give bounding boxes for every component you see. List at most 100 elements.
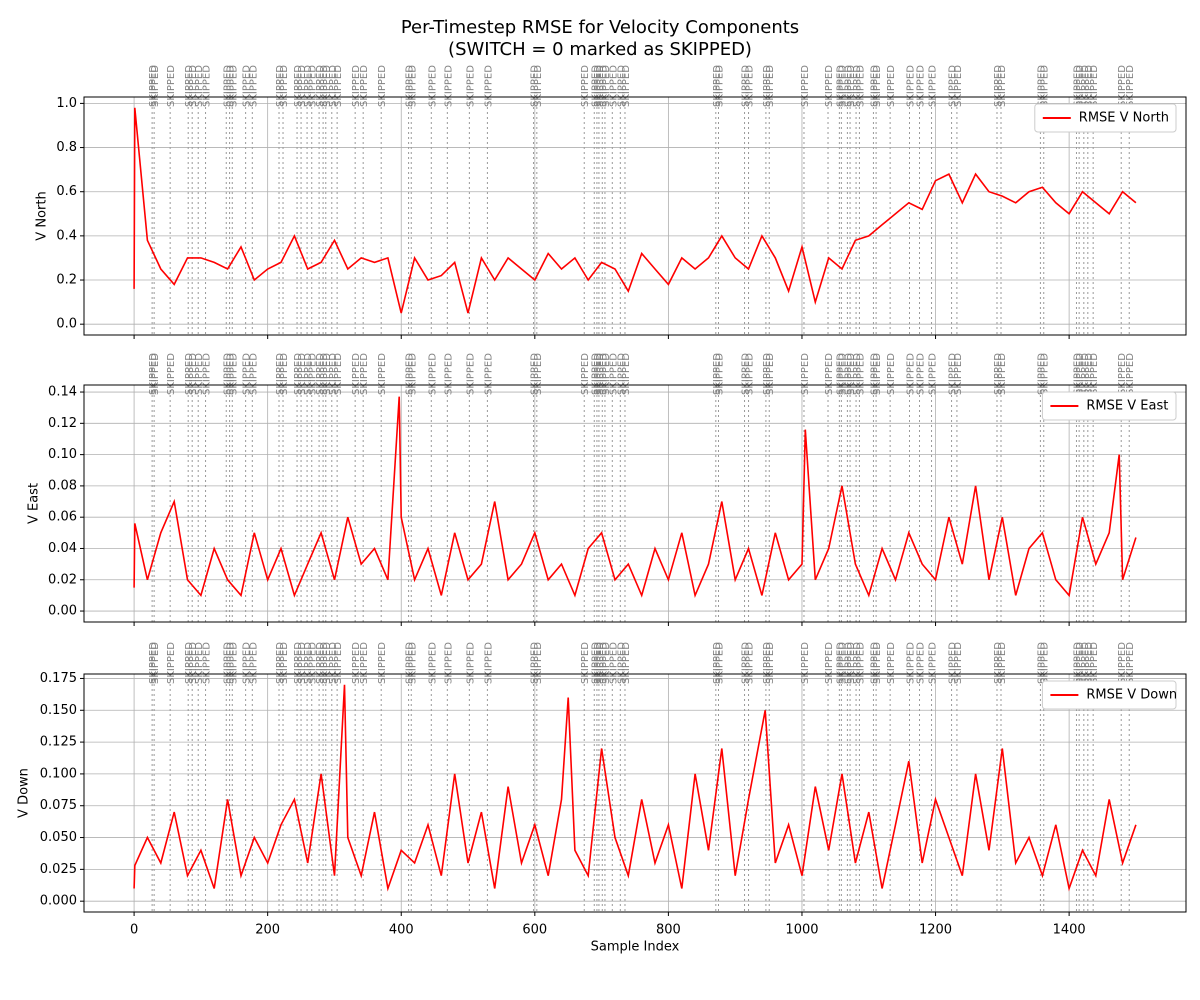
skipped-label: SKIPPED [872,642,883,684]
skipped-label: SKIPPED [608,642,619,684]
skipped-label: SKIPPED [322,353,333,395]
skipped-label: SKIPPED [1089,353,1100,395]
skipped-label: SKIPPED [407,353,418,395]
skipped-label: SKIPPED [303,642,314,684]
skipped-label: SKIPPED [1036,642,1047,684]
skipped-label: SKIPPED [1075,642,1086,684]
figure-title: Per-Timestep RMSE for Velocity Component… [400,17,800,60]
skipped-label: SKIPPED [443,353,454,395]
skipped-label: SKIPPED [166,642,177,684]
y-tick-label: 1.0 [56,96,77,111]
skipped-label: SKIPPED [333,642,344,684]
skipped-label: SKIPPED [248,65,259,107]
skipped-label: SKIPPED [1040,642,1051,684]
skipped-label: SKIPPED [407,642,418,684]
skipped-label: SKIPPED [837,65,848,107]
skipped-label: SKIPPED [843,353,854,395]
skipped-label: SKIPPED [1080,353,1091,395]
skipped-label: SKIPPED [953,65,964,107]
axes-frame [83,96,1187,336]
skipped-label: SKIPPED [835,642,846,684]
skipped-label: SKIPPED [275,642,286,684]
skipped-label: SKIPPED [714,642,725,684]
skipped-label: SKIPPED [1089,65,1100,107]
skipped-label: SKIPPED [765,353,776,395]
y-tick-label: 0.175 [40,671,77,686]
skipped-label: SKIPPED [322,65,333,107]
skipped-label: SKIPPED [762,65,773,107]
skipped-label: SKIPPED [328,65,339,107]
y-tick-label: 0.2 [56,273,77,288]
skipped-label: SKIPPED [150,353,161,395]
skipped-label: SKIPPED [443,65,454,107]
skipped-label: SKIPPED [997,65,1008,107]
x-tick-label: 0 [130,923,138,938]
skipped-label: SKIPPED [359,353,370,395]
skipped-label: SKIPPED [905,65,916,107]
skipped-label: SKIPPED [580,642,591,684]
x-tick-label: 200 [255,923,280,938]
skipped-label: SKIPPED [928,65,939,107]
skipped-label: SKIPPED [184,353,195,395]
skipped-label: SKIPPED [308,642,319,684]
skipped-label: SKIPPED [872,65,883,107]
legend-label: RMSE V East [1086,399,1168,414]
skipped-label: SKIPPED [248,353,259,395]
skipped-label: SKIPPED [226,65,237,107]
skipped-label: SKIPPED [745,642,756,684]
skipped-label: SKIPPED [228,65,239,107]
legend-box [1034,103,1177,133]
x-axis-label: Sample Index [591,940,680,955]
skipped-label: SKIPPED [593,642,604,684]
skipped-label: SKIPPED [765,642,776,684]
skipped-label: SKIPPED [293,353,304,395]
skipped-label: SKIPPED [621,642,632,684]
skipped-label: SKIPPED [242,65,253,107]
skipped-label: SKIPPED [948,353,959,395]
skipped-label: SKIPPED [1075,353,1086,395]
skipped-label: SKIPPED [993,642,1004,684]
skipped-label: SKIPPED [916,353,927,395]
skipped-label: SKIPPED [377,65,388,107]
skipped-label: SKIPPED [315,353,326,395]
skipped-label: SKIPPED [843,642,854,684]
skipped-label: SKIPPED [953,353,964,395]
skipped-label: SKIPPED [1040,353,1051,395]
skipped-label: SKIPPED [226,353,237,395]
skipped-label: SKIPPED [869,353,880,395]
skipped-label: SKIPPED [359,642,370,684]
y-tick-label: 0.0 [56,317,77,332]
skipped-label: SKIPPED [303,65,314,107]
skipped-label: SKIPPED [222,353,233,395]
skipped-label: SKIPPED [377,353,388,395]
skipped-label: SKIPPED [993,353,1004,395]
y-axis-label: V North [35,191,50,240]
skipped-label: SKIPPED [405,642,416,684]
legend-label: RMSE V Down [1086,688,1177,703]
skipped-label: SKIPPED [928,353,939,395]
x-tick-label: 600 [522,923,547,938]
skipped-label: SKIPPED [1084,65,1095,107]
skipped-label: SKIPPED [712,65,723,107]
x-tick-label: 1200 [919,923,952,938]
skipped-label: SKIPPED [150,642,161,684]
skipped-label: SKIPPED [886,65,897,107]
skipped-label: SKIPPED [465,353,476,395]
skipped-label: SKIPPED [1040,65,1051,107]
skipped-label: SKIPPED [222,65,233,107]
skipped-label: SKIPPED [166,65,177,107]
y-axis-label: V Down [17,768,32,818]
skipped-label: SKIPPED [714,353,725,395]
skipped-label: SKIPPED [228,642,239,684]
skipped-label: SKIPPED [598,642,609,684]
skipped-label: SKIPPED [762,353,773,395]
skipped-label: SKIPPED [590,353,601,395]
y-tick-label: 0.04 [48,541,77,556]
skipped-label: SKIPPED [427,642,438,684]
skipped-label: SKIPPED [601,65,612,107]
skipped-label: SKIPPED [855,642,866,684]
skipped-label: SKIPPED [1117,642,1128,684]
skipped-label: SKIPPED [333,353,344,395]
skipped-label: SKIPPED [148,65,159,107]
skipped-label: SKIPPED [595,642,606,684]
